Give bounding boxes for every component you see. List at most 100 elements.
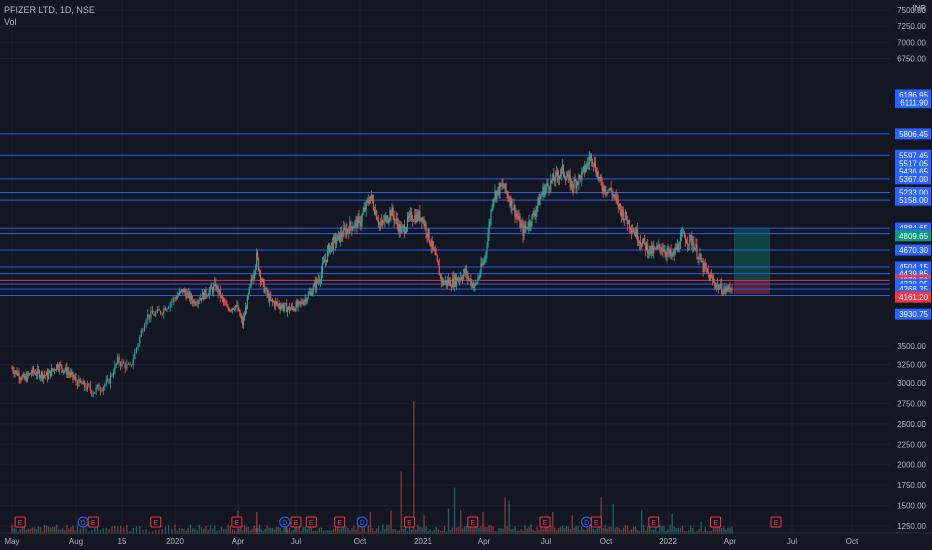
candle-body: [178, 291, 181, 295]
candle-body: [672, 251, 674, 256]
candle-body: [307, 293, 309, 299]
candle-body: [691, 237, 693, 246]
candle-body: [328, 244, 331, 253]
volume-bar: [371, 528, 374, 535]
volume-bar: [669, 524, 671, 535]
candle-body: [568, 174, 570, 176]
candle-body: [722, 293, 724, 295]
candle-body: [482, 262, 484, 266]
price-axis-tick-label: 7500.00: [897, 6, 926, 15]
price-level-tag: [895, 268, 931, 280]
volume-bar: [585, 530, 587, 535]
candle-body: [702, 261, 704, 272]
volume-bar: [614, 528, 616, 535]
candle-body: [312, 286, 314, 292]
candle-body: [526, 226, 528, 229]
candle-body: [540, 195, 542, 198]
candle-body: [57, 364, 59, 368]
volume-bar: [330, 530, 333, 535]
candle-body: [28, 373, 30, 375]
candle-body: [536, 206, 538, 211]
volume-bar: [396, 530, 398, 535]
candle-body: [99, 390, 102, 392]
candle-body: [343, 227, 345, 237]
candle-body: [364, 207, 366, 211]
volume-bar: [731, 526, 733, 535]
candle-body: [280, 306, 282, 309]
candle-body: [390, 210, 392, 216]
candle-body: [264, 289, 266, 293]
volume-bar: [386, 524, 388, 535]
volume-bar: [349, 530, 351, 535]
price-level-tag: [895, 89, 931, 101]
candle-body: [576, 182, 578, 188]
candle-body: [163, 307, 165, 314]
volume-bar: [425, 526, 427, 535]
candle-body: [295, 302, 297, 311]
candle-body: [501, 184, 503, 186]
candle-body: [286, 303, 288, 313]
price-axis-tick-label: 2750.00: [897, 399, 926, 408]
candle-body: [320, 271, 322, 281]
candle-body: [213, 285, 215, 293]
volume-bar: [43, 524, 46, 535]
earnings-marker-label: E: [594, 520, 599, 527]
candle-body: [330, 242, 333, 246]
volume-bar: [94, 527, 96, 535]
candle-body: [474, 284, 476, 287]
candle-body: [70, 372, 72, 375]
candle-body: [261, 278, 263, 281]
candle-body: [573, 179, 575, 189]
candle-body: [510, 198, 512, 207]
candle-body: [381, 220, 383, 226]
candle-body: [405, 227, 408, 232]
volume-bar: [277, 526, 279, 535]
candle-body: [27, 373, 29, 375]
volume-indicator-label[interactable]: Vol: [4, 17, 17, 27]
candle-body: [683, 232, 686, 238]
candle-body: [181, 289, 183, 291]
candle-body: [581, 171, 583, 181]
candle-body: [425, 223, 427, 234]
candle-body: [66, 366, 68, 375]
candle-body: [462, 278, 464, 280]
candle-body: [397, 223, 399, 232]
candle-body: [554, 180, 556, 182]
volume-bar: [667, 529, 669, 535]
candle-body: [464, 268, 466, 274]
candle-body: [429, 241, 431, 246]
volume-bar: [404, 527, 407, 535]
candle-body: [414, 214, 416, 222]
candle-body: [725, 287, 727, 292]
candle-body: [730, 289, 732, 290]
price-level-tag: [895, 194, 931, 206]
symbol-title[interactable]: PFIZER LTD, 1D, NSE: [4, 5, 95, 15]
volume-bar: [542, 528, 544, 535]
candle-body: [569, 175, 571, 188]
candle-body: [198, 300, 200, 302]
price-level-tag: [895, 308, 931, 320]
candle-body: [681, 232, 684, 234]
volume-bar: [532, 529, 534, 535]
earnings-marker-label: E: [543, 520, 548, 527]
candle-body: [26, 373, 28, 382]
candle-body: [457, 279, 460, 281]
volume-bar: [604, 524, 606, 535]
candle-body: [503, 185, 505, 189]
candle-body: [329, 245, 332, 253]
candle-body: [417, 213, 419, 220]
volume-bar: [253, 525, 255, 535]
candle-body: [318, 280, 320, 283]
candle-body: [648, 252, 650, 255]
volume-bar: [464, 526, 466, 535]
volume-bar: [417, 524, 419, 535]
candle-body: [544, 188, 546, 196]
price-axis-tick-label: 1250.00: [897, 522, 926, 531]
candle-body: [267, 293, 269, 295]
volume-bar: [171, 528, 173, 535]
candle-body: [246, 296, 248, 309]
candle-body: [718, 284, 720, 290]
candle-body: [137, 344, 139, 348]
candle-body: [614, 195, 616, 197]
